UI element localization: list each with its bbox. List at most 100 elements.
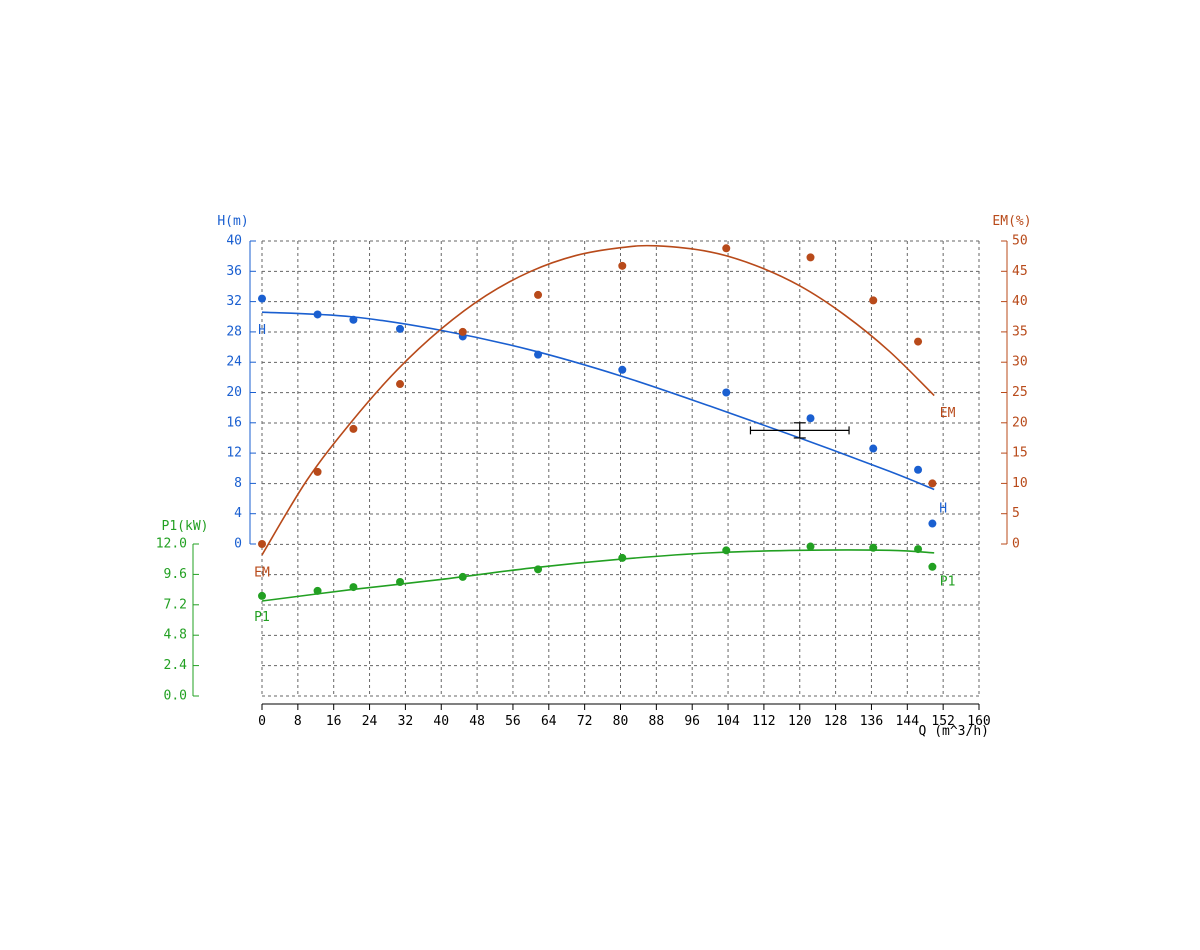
x-tick-label: 16 <box>326 714 342 729</box>
p1-data-point <box>258 591 266 600</box>
h-data-point <box>869 444 878 453</box>
em-data-point <box>258 540 266 548</box>
x-tick-label: 40 <box>433 714 449 729</box>
p1-data-point <box>458 572 467 581</box>
p1-curve-label: P1 <box>940 575 956 590</box>
x-tick-label: 112 <box>752 714 775 729</box>
p1-data-point <box>396 578 405 586</box>
p1-data-point <box>928 562 937 571</box>
h-data-point <box>618 365 627 374</box>
x-tick-label: 8 <box>294 714 302 729</box>
p1-data-point <box>869 543 878 552</box>
em-data-point <box>349 424 358 433</box>
h-data-point <box>313 310 322 319</box>
x-tick-label: 144 <box>896 714 920 729</box>
x-tick-label: 72 <box>577 714 593 729</box>
p1-data-point <box>722 546 731 555</box>
p1-curve-label: P1 <box>254 610 270 625</box>
h-tick-label: 40 <box>226 234 242 249</box>
h-tick-label: 16 <box>226 415 242 430</box>
em-tick-label: 30 <box>1012 355 1028 370</box>
h-tick-label: 4 <box>234 506 242 521</box>
x-axis-title: Q (m^3/h) <box>919 724 989 739</box>
p1-tick-label: 0.0 <box>164 689 187 704</box>
em-curve-label: EM <box>940 406 956 421</box>
h-curve-label: H <box>939 502 947 517</box>
em-data-point <box>458 327 467 336</box>
h-curve-label: H <box>258 323 266 338</box>
p1-tick-label: 2.4 <box>164 658 188 673</box>
em-tick-label: 0 <box>1012 537 1020 552</box>
em-data-point <box>928 479 937 488</box>
em-tick-label: 10 <box>1012 476 1028 491</box>
h-tick-label: 20 <box>226 385 242 400</box>
duty-point-marker <box>749 422 850 439</box>
em-tick-label: 5 <box>1012 506 1020 521</box>
em-data-point <box>722 244 731 253</box>
em-data-point <box>869 296 878 305</box>
h-data-point <box>914 465 923 474</box>
p1-data-point <box>914 545 923 554</box>
curve-labels: H H EM EM P1 P1 <box>254 323 955 625</box>
em-fit-curve <box>261 244 935 556</box>
em-tick-label: 25 <box>1012 385 1028 400</box>
em-tick-label: 45 <box>1012 264 1028 279</box>
h-tick-label: 8 <box>234 476 242 491</box>
x-tick-label: 160 <box>967 714 990 729</box>
x-tick-label: 48 <box>469 714 485 729</box>
h-fit-curve <box>261 311 935 491</box>
x-tick-label: 120 <box>788 714 811 729</box>
em-data-point <box>618 261 627 270</box>
h-tick-label: 36 <box>226 264 242 279</box>
x-tick-label: 152 <box>931 714 954 729</box>
h-tick-label: 32 <box>226 294 242 309</box>
p1-axis-title: P1(kW) <box>162 519 209 534</box>
x-tick-label: 88 <box>649 714 665 729</box>
h-data-point <box>928 519 937 528</box>
x-tick-label: 128 <box>824 714 847 729</box>
h-data-point <box>396 324 405 333</box>
p1-tick-label: 4.8 <box>164 628 187 643</box>
em-tick-label: 50 <box>1012 234 1028 249</box>
x-tick-label: 24 <box>362 714 378 729</box>
x-tick-label: 96 <box>684 714 700 729</box>
x-tick-label: 136 <box>860 714 883 729</box>
h-data-point <box>349 315 358 324</box>
em-data-point <box>396 380 405 389</box>
p1-data-point <box>806 542 815 551</box>
x-tick-label: 64 <box>541 714 557 729</box>
h-tick-label: 24 <box>226 355 242 370</box>
grid <box>261 240 980 697</box>
h-data-point <box>534 350 543 359</box>
h-data-point <box>258 294 266 303</box>
p1-data-point <box>313 586 322 595</box>
h-tick-label: 28 <box>226 324 242 339</box>
axes: 0 8 16 24 32 40 48 56 64 72 80 88 96 104 112 120 128 136 1… <box>156 214 1032 739</box>
p1-tick-label: 9.6 <box>164 567 187 582</box>
p1-data-point <box>349 583 358 592</box>
em-axis-title: EM(%) <box>992 214 1031 229</box>
em-data-point <box>914 337 923 346</box>
p1-data-point <box>618 553 627 562</box>
x-tick-label: 104 <box>716 714 740 729</box>
x-tick-label: 56 <box>505 714 521 729</box>
em-curve-label: EM <box>254 566 270 581</box>
em-tick-label: 40 <box>1012 294 1028 309</box>
x-tick-label: 32 <box>398 714 414 729</box>
x-tick-label: 80 <box>613 714 629 729</box>
h-data-point <box>722 388 731 397</box>
x-tick-label: 0 <box>258 714 266 729</box>
h-data-point <box>806 414 815 423</box>
em-tick-label: 35 <box>1012 324 1028 339</box>
em-tick-label: 15 <box>1012 446 1028 461</box>
p1-data-point <box>534 565 543 574</box>
h-tick-label: 12 <box>226 446 242 461</box>
p1-tick-label: 12.0 <box>156 537 187 552</box>
em-data-point <box>313 467 322 476</box>
p1-fit-curve <box>261 549 935 602</box>
p1-tick-label: 7.2 <box>164 597 187 612</box>
em-data-point <box>806 253 815 262</box>
h-tick-label: 0 <box>234 537 242 552</box>
em-tick-label: 20 <box>1012 415 1028 430</box>
